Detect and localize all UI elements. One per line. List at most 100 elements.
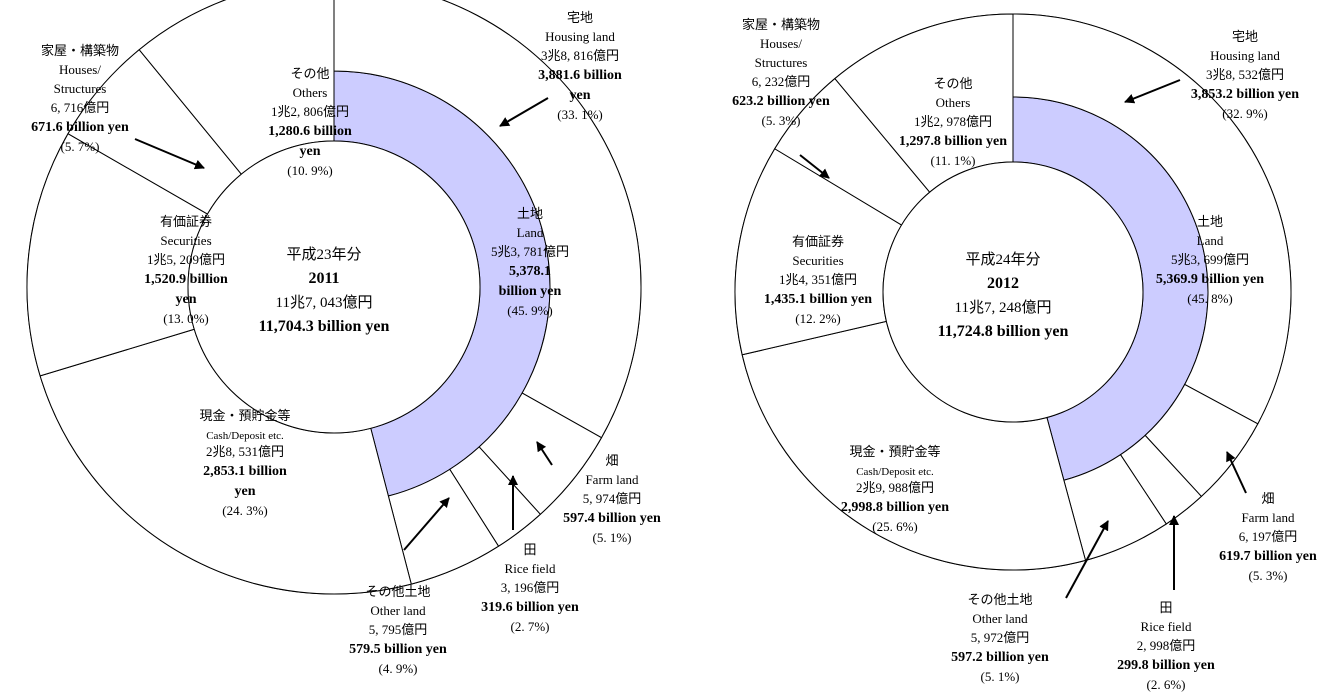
- label-line: 1兆2, 806億円: [271, 104, 349, 119]
- label-line: 2兆9, 988億円: [856, 480, 934, 495]
- label-line: (33. 1%): [557, 107, 603, 122]
- housing-land-pointer-arrow: [499, 97, 549, 127]
- label-line: (32. 9%): [1222, 106, 1268, 121]
- housing-land-label: 宅地 Housing land 3兆8, 816億円 3,881.6 billion y…: [538, 10, 622, 122]
- donut-chart-2012: 平成24年分 2012 11兆7, 248億円 11,724.8 billion ye…: [732, 13, 1317, 692]
- label-line: 3兆8, 816億円: [541, 48, 619, 63]
- label-line: Land: [1197, 233, 1224, 248]
- label-line: 田: [1159, 600, 1172, 615]
- label-line: 619.7 billion yen: [1219, 549, 1317, 564]
- other-land-pointer-arrow: [1065, 520, 1109, 599]
- donut-chart-2011: 平成23年分 2011 11兆7, 043億円 11,704.3 billion ye…: [26, 0, 661, 676]
- label-line: 有価証券: [160, 214, 212, 229]
- label-line: 597.4 billion yen: [563, 511, 661, 526]
- label-line: その他土地: [365, 584, 430, 599]
- land-label: 土地 Land 5兆3, 699億円 5,369.9 billion yen (45. …: [1156, 214, 1264, 306]
- label-line: 2, 998億円: [1137, 638, 1196, 653]
- rice-field-label: 田 Rice field 2, 998億円 299.8 billion yen (2. …: [1117, 600, 1215, 692]
- label-line: 6, 232億円: [752, 74, 811, 89]
- label-line: 623.2 billion yen: [732, 94, 830, 109]
- label-line: Houses/: [59, 62, 101, 77]
- label-line: 319.6 billion yen: [481, 600, 579, 615]
- label-line: Land: [517, 225, 544, 240]
- label-line: yen: [570, 88, 591, 103]
- label-line: 現金・預貯金等: [199, 408, 290, 423]
- label-line: Other land: [370, 603, 426, 618]
- center-hole: [187, 140, 481, 434]
- label-line: 1,435.1 billion yen: [764, 292, 872, 307]
- label-line: yen: [235, 484, 256, 499]
- label-line: 宅地: [567, 10, 593, 25]
- label-line: 2,853.1 billion: [203, 464, 287, 479]
- label-line: 597.2 billion yen: [951, 650, 1049, 665]
- housing-land-pointer-arrow: [1124, 79, 1181, 104]
- label-line: Housing land: [545, 29, 615, 44]
- housing-land-label: 宅地 Housing land 3兆8, 532億円 3,853.2 billion …: [1191, 29, 1299, 121]
- label-line: 現金・預貯金等: [849, 444, 940, 459]
- label-line: 671.6 billion yen: [31, 120, 129, 135]
- label-line: 田: [523, 542, 536, 557]
- housing-land-segment: [1012, 13, 1292, 425]
- label-line: Securities: [792, 253, 843, 268]
- others-label: その他 Others 1兆2, 978億円 1,297.8 billion yen (1…: [899, 76, 1007, 168]
- label-line: 宅地: [1232, 29, 1258, 44]
- label-line: yen: [300, 144, 321, 159]
- label-line: Houses/: [760, 36, 802, 51]
- label-line: 家屋・構築物: [742, 17, 820, 32]
- label-line: Others: [936, 95, 971, 110]
- label-line: 家屋・構築物: [41, 43, 119, 58]
- label-line: (5. 7%): [61, 139, 100, 154]
- center-total-en: 11,704.3 billion yen: [259, 318, 390, 335]
- label-line: 土地: [517, 206, 543, 221]
- label-line: (12. 2%): [795, 311, 841, 326]
- label-line: (45. 8%): [1187, 291, 1233, 306]
- label-line: 5兆3, 781億円: [491, 244, 569, 259]
- label-line: その他: [290, 66, 329, 81]
- label-line: 3,853.2 billion yen: [1191, 87, 1299, 102]
- label-line: (2. 6%): [1147, 677, 1186, 692]
- label-line: (45. 9%): [507, 303, 553, 318]
- label-line: 5, 795億円: [369, 622, 428, 637]
- label-line: (4. 9%): [379, 661, 418, 676]
- label-line: Structures: [755, 55, 808, 70]
- center-hole: [882, 161, 1144, 423]
- houses-structures-pointer-arrow: [134, 138, 205, 170]
- label-line: 1兆2, 978億円: [914, 114, 992, 129]
- label-line: (2. 7%): [511, 619, 550, 634]
- label-line: (24. 3%): [222, 503, 268, 518]
- label-line: 6, 197億円: [1239, 529, 1298, 544]
- label-line: その他土地: [967, 592, 1032, 607]
- label-line: 畑: [1261, 491, 1274, 506]
- label-line: Farm land: [585, 472, 639, 487]
- label-line: Securities: [160, 233, 211, 248]
- label-line: billion yen: [499, 284, 562, 299]
- farm-land-pointer-arrow: [1226, 451, 1247, 494]
- label-line: 5兆3, 699億円: [1171, 252, 1249, 267]
- label-line: 2,998.8 billion yen: [841, 500, 949, 515]
- houses-structures-pointer-arrow: [799, 154, 830, 179]
- label-line: (5. 1%): [981, 669, 1020, 684]
- cash-deposit-label: 現金・預貯金等 Cash/Deposit etc. 2兆9, 988億円 2,998.…: [841, 444, 949, 534]
- label-line: 5, 972億円: [971, 630, 1030, 645]
- label-line: 3, 196億円: [501, 580, 560, 595]
- securities-label: 有価証券 Securities 1兆4, 351億円 1,435.1 billion …: [764, 234, 872, 326]
- farm-land-pointer-arrow: [536, 441, 553, 466]
- label-line: Cash/Deposit etc.: [206, 430, 284, 442]
- label-line: Housing land: [1210, 48, 1280, 63]
- label-line: 6, 716億円: [51, 100, 110, 115]
- label-line: Rice field: [505, 561, 556, 576]
- center-total-en: 11,724.8 billion yen: [938, 323, 1069, 340]
- label-line: (5. 1%): [593, 530, 632, 545]
- center-year-label: 2011: [308, 270, 339, 287]
- label-line: Other land: [972, 611, 1028, 626]
- label-line: 1,520.9 billion: [144, 272, 228, 287]
- label-line: 1兆5, 209億円: [147, 252, 225, 267]
- label-line: 畑: [605, 453, 618, 468]
- center-era-label: 平成24年分: [965, 251, 1040, 268]
- label-line: 有価証券: [792, 234, 844, 249]
- label-line: Farm land: [1241, 510, 1295, 525]
- label-line: 3,881.6 billion: [538, 68, 622, 83]
- label-line: 2兆8, 531億円: [206, 444, 284, 459]
- label-line: 5,378.1: [509, 264, 551, 279]
- houses-structures-label: 家屋・構築物 Houses/Structures 6, 716億円 671.6 bil…: [31, 43, 129, 154]
